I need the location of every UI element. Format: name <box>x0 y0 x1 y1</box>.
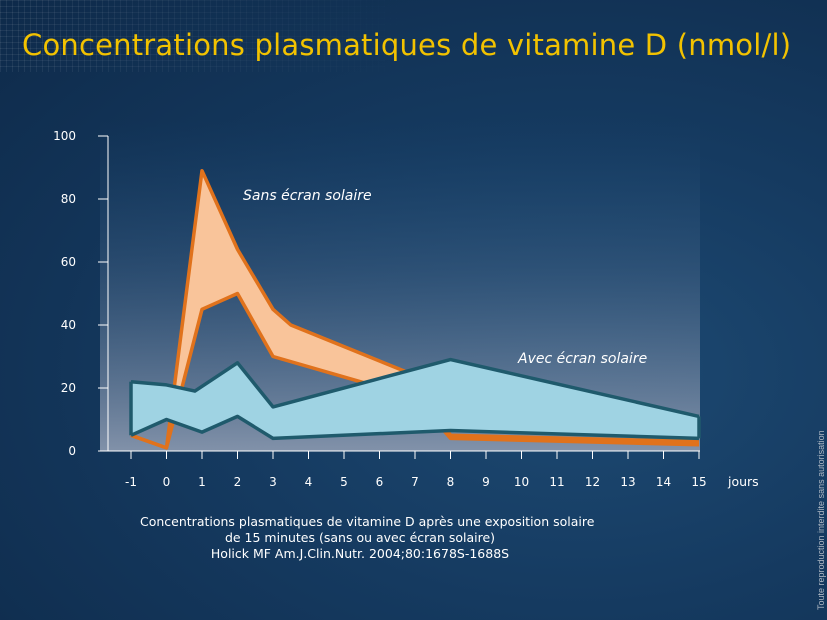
series-label-avec-ecran: Avec écran solaire <box>517 351 647 367</box>
y-tick-label-40: 40 <box>61 318 76 332</box>
header-grid-decoration <box>0 0 420 72</box>
x-tick-label-0: 0 <box>163 475 171 489</box>
x-tick-label-10: 10 <box>514 475 529 489</box>
slide-title: Concentrations plasmatiques de vitamine … <box>22 28 792 62</box>
x-tick-label-5: 5 <box>340 475 348 489</box>
x-tick-label-9: 9 <box>482 475 490 489</box>
y-tick-label-100: 100 <box>53 129 76 143</box>
y-tick-label-0: 0 <box>68 444 76 458</box>
series-lower-line-avec-ecran <box>130 414 700 441</box>
series-area-avec-ecran <box>131 359 699 439</box>
caption-line-1: Concentrations plasmatiques de vitamine … <box>140 514 595 529</box>
caption-line-2: de 15 minutes (sans ou avec écran solair… <box>224 530 496 545</box>
y-tick-label-20: 20 <box>61 381 76 395</box>
y-tick-label-80: 80 <box>61 192 76 206</box>
y-tick-label-60: 60 <box>61 255 76 269</box>
caption-citation: Holick MF Am.J.Clin.Nutr. 2004;80:1678S-… <box>210 546 510 561</box>
x-tick-label-7: 7 <box>411 475 419 489</box>
x-axis-unit-label: jours <box>727 474 759 489</box>
x-tick-label-4: 4 <box>305 475 313 489</box>
x-tick-label-1: 1 <box>198 475 206 489</box>
x-tick-label-2: 2 <box>234 475 242 489</box>
series-label-sans-ecran: Sans écran solaire <box>243 188 372 204</box>
copyright-notice-text: Toute reproduction interdite sans autori… <box>816 430 826 610</box>
x-tick-label-13: 13 <box>620 475 635 489</box>
x-tick-label-6: 6 <box>376 475 384 489</box>
x-tick-label--1: -1 <box>125 475 137 489</box>
figure-caption: Concentrations plasmatiques de vitamine … <box>140 514 595 562</box>
x-tick-label-15: 15 <box>691 475 706 489</box>
x-tick-label-11: 11 <box>549 475 564 489</box>
x-tick-label-3: 3 <box>269 475 277 489</box>
x-tick-label-8: 8 <box>447 475 455 489</box>
series-upper-line-avec-ecran <box>130 357 700 419</box>
x-tick-label-12: 12 <box>585 475 600 489</box>
x-tick-label-14: 14 <box>656 475 671 489</box>
